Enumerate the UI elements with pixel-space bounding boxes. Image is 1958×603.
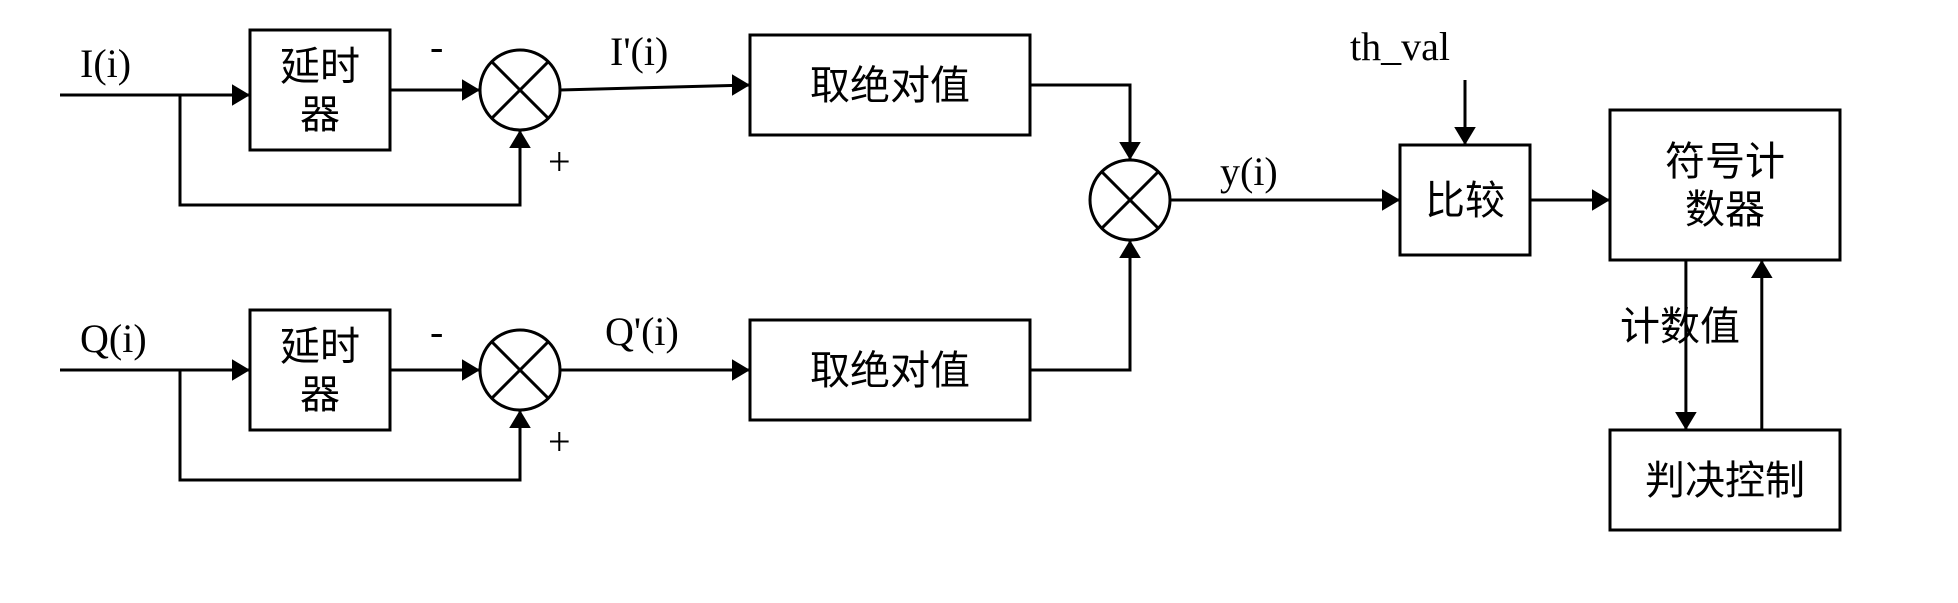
- decision-block-label: 判决控制: [1645, 458, 1805, 503]
- q-prime-label: Q'(i): [605, 309, 679, 354]
- plus-i-sign: +: [548, 139, 571, 184]
- i-prime-label: I'(i): [610, 29, 668, 74]
- abs-i-block-label: 取绝对值: [810, 63, 970, 108]
- sign-counter-block: [1610, 110, 1840, 260]
- sign-counter-block-label: 符号计: [1665, 139, 1785, 184]
- delay-i-block-label: 延时: [280, 44, 360, 89]
- abs-q-block-label: 取绝对值: [810, 348, 970, 393]
- th-val-label: th_val: [1350, 24, 1450, 69]
- delay-i-block-label: 器: [300, 92, 340, 137]
- count-label: 计数值: [1620, 304, 1740, 349]
- minus-i-sign: -: [430, 24, 443, 69]
- input-q-label: Q(i): [80, 316, 147, 361]
- compare-block-label: 比较: [1425, 178, 1505, 223]
- minus-q-sign: -: [430, 309, 443, 354]
- y-i-label: y(i): [1220, 149, 1278, 194]
- input-i-label: I(i): [80, 41, 131, 86]
- delay-q-block-label: 器: [300, 372, 340, 417]
- plus-q-sign: +: [548, 419, 571, 464]
- delay-q-block-label: 延时: [280, 324, 360, 369]
- sign-counter-block-label: 数器: [1685, 187, 1765, 232]
